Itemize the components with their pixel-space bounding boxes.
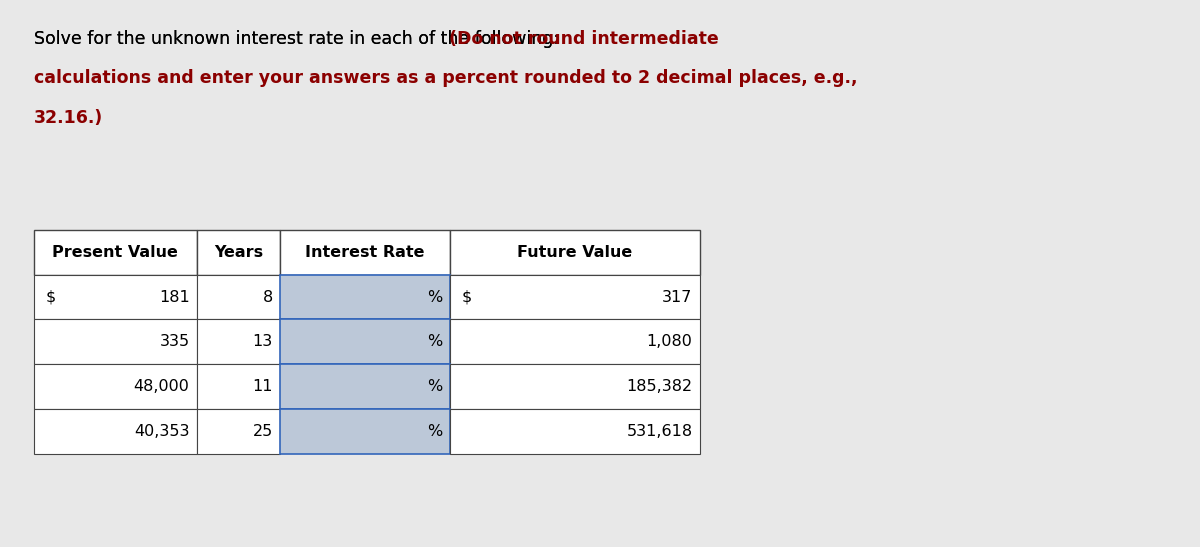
Text: (Do not round intermediate: (Do not round intermediate [34,30,670,48]
Text: %: % [427,379,443,394]
Text: 317: 317 [662,289,692,305]
Text: %: % [427,289,443,305]
Text: 531,618: 531,618 [626,424,692,439]
Text: %: % [427,424,443,439]
Text: Future Value: Future Value [517,245,632,260]
Text: 40,353: 40,353 [134,424,190,439]
Text: 181: 181 [158,289,190,305]
Text: %: % [427,334,443,350]
Text: $: $ [462,289,472,305]
Text: 25: 25 [252,424,272,439]
Text: 11: 11 [252,379,272,394]
Text: Solve for the unknown interest rate in each of the following:: Solve for the unknown interest rate in e… [34,30,564,48]
Text: 185,382: 185,382 [626,379,692,394]
Text: (Do not round intermediate: (Do not round intermediate [449,30,719,48]
Text: Interest Rate: Interest Rate [305,245,425,260]
Text: 335: 335 [160,334,190,350]
Text: Solve for the unknown interest rate in each of the following:: Solve for the unknown interest rate in e… [34,30,564,48]
Text: 32.16.): 32.16.) [34,109,103,127]
Text: 48,000: 48,000 [133,379,190,394]
Text: 1,080: 1,080 [647,334,692,350]
Text: $: $ [46,289,56,305]
Text: calculations and enter your answers as a percent rounded to 2 decimal places, e.: calculations and enter your answers as a… [34,69,857,88]
Text: Present Value: Present Value [53,245,178,260]
Text: Years: Years [214,245,263,260]
Text: 8: 8 [263,289,272,305]
Text: 13: 13 [252,334,272,350]
